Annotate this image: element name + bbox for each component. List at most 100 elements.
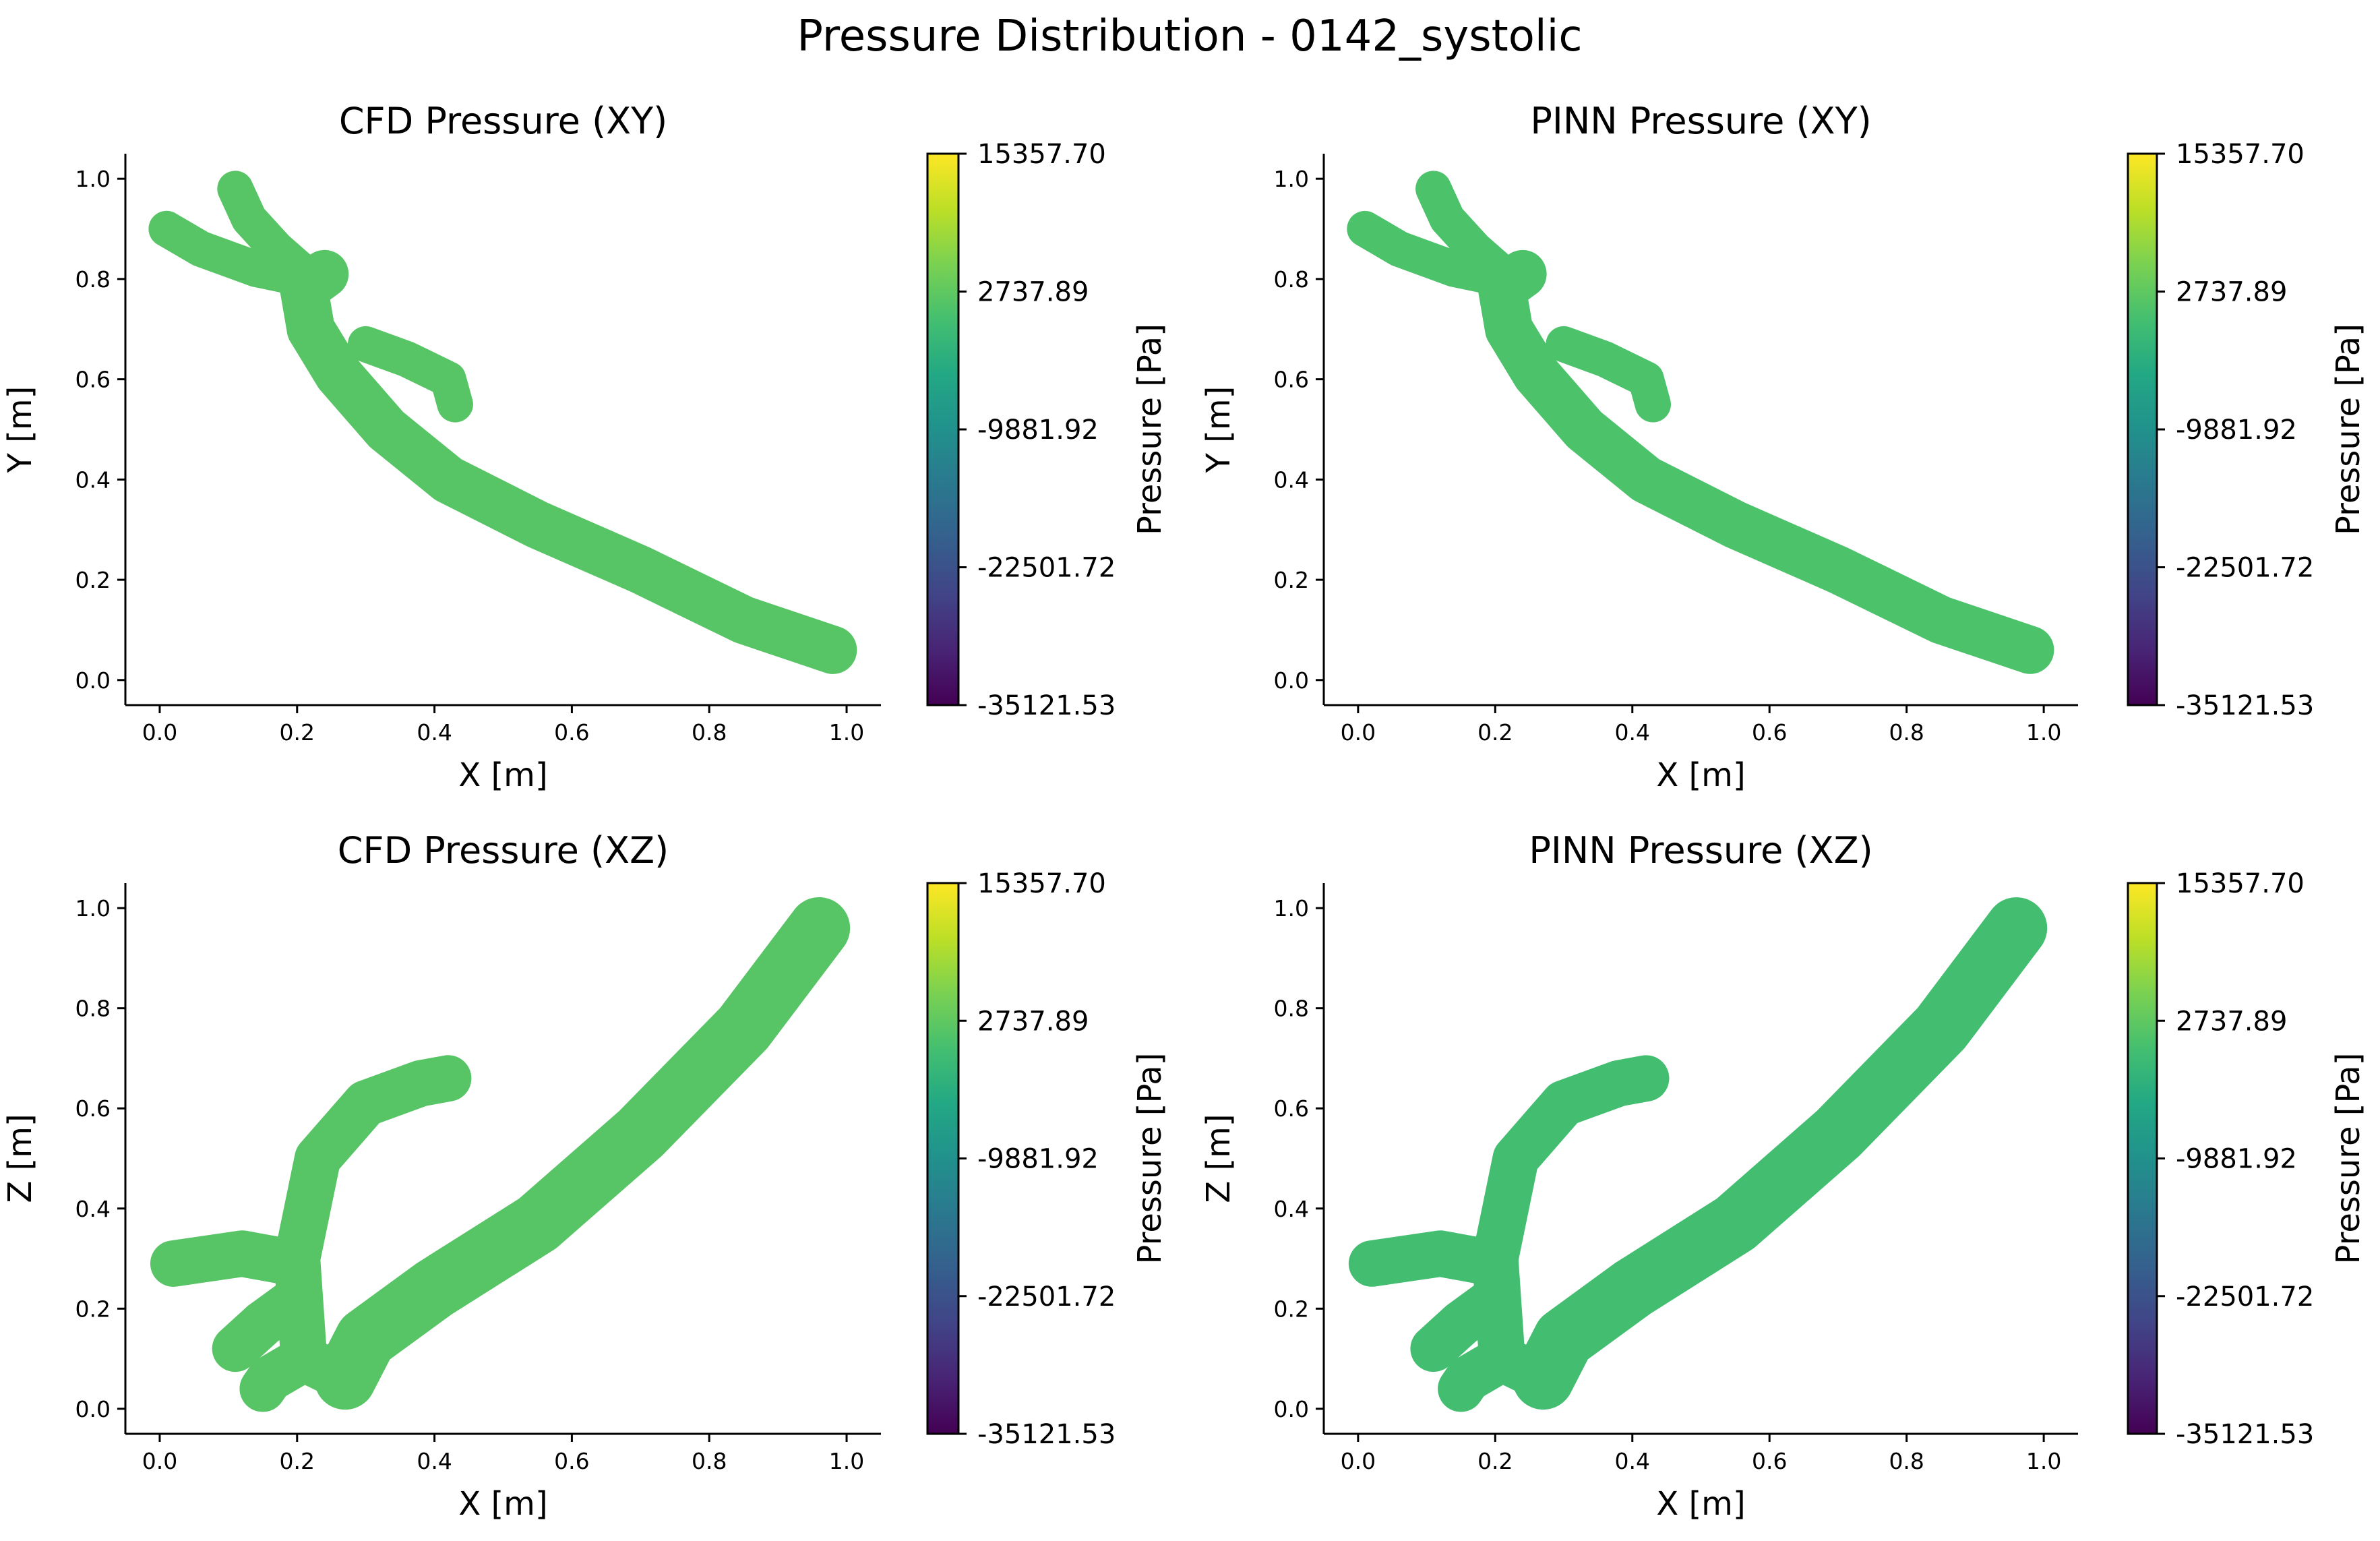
- x-tick-label: 1.0: [2026, 719, 2061, 746]
- colorbar-label: Pressure [Pa]: [2329, 324, 2367, 535]
- x-tick-label: 0.6: [554, 1448, 589, 1474]
- vessel-segment: [314, 897, 851, 1410]
- x-tick-label: 0.8: [1889, 1448, 1924, 1474]
- colorbar-tick-label: -9881.92: [2176, 415, 2297, 446]
- colorbar-tick-label: -9881.92: [2176, 1144, 2297, 1175]
- y-tick-label: 0.2: [75, 567, 111, 593]
- colorbar-tick-label: -22501.72: [977, 1281, 1116, 1312]
- x-tick-label: 0.2: [1477, 719, 1513, 746]
- colorbar: 15357.70 2737.89 -9881.92 -22501.72 -35121.5…: [926, 139, 1169, 721]
- panel-title: CFD Pressure (XZ): [338, 829, 669, 872]
- y-axis-label: Y [m]: [1, 386, 39, 474]
- x-tick-label: 0.6: [554, 719, 589, 746]
- vessel-segment: [1348, 1230, 1519, 1287]
- panel-1: CFD Pressure (XY) 0.0 0.2 0.4 0.6 0.8 1.0 0.0 0.…: [1, 100, 1169, 794]
- panel-4: PINN Pressure (XZ) 0.0 0.2 0.4 0.6 0.8 1.0 0.0 0…: [1200, 829, 2367, 1523]
- x-tick-label: 0.0: [142, 719, 177, 746]
- y-tick-label: 0.6: [1274, 367, 1309, 393]
- colorbar-label: Pressure [Pa]: [2329, 1053, 2367, 1265]
- x-tick-label: 0.6: [1752, 719, 1787, 746]
- y-axis-label: Y [m]: [1200, 386, 1238, 474]
- y-tick-label: 0.0: [1274, 667, 1309, 694]
- vessel-segment: [212, 1275, 321, 1372]
- colorbar-tick-label: -35121.53: [977, 1419, 1116, 1450]
- colorbar-tick-label: -22501.72: [2176, 553, 2314, 584]
- colorbar-tick-label: -22501.72: [977, 553, 1116, 584]
- x-tick-label: 0.6: [1752, 1448, 1787, 1474]
- colorbar: 15357.70 2737.89 -9881.92 -22501.72 -35121.5…: [926, 868, 1169, 1450]
- y-tick-label: 0.2: [1274, 567, 1309, 593]
- colorbar: 15357.70 2737.89 -9881.92 -22501.72 -35121.5…: [2127, 139, 2367, 721]
- y-tick-label: 0.4: [75, 1196, 111, 1222]
- x-tick-label: 0.4: [417, 719, 452, 746]
- y-tick-label: 0.0: [1274, 1396, 1309, 1422]
- x-tick-label: 0.8: [692, 719, 727, 746]
- x-tick-label: 0.4: [417, 1448, 452, 1474]
- x-axis-label: X [m]: [458, 1485, 547, 1523]
- y-tick-label: 1.0: [75, 166, 111, 192]
- y-tick-label: 0.4: [1274, 466, 1309, 493]
- colorbar-gradient: [2127, 882, 2158, 1435]
- colorbar-tick-label: 2737.89: [977, 277, 1089, 308]
- vessel-segment: [217, 171, 329, 297]
- x-tick-label: 0.2: [280, 1448, 315, 1474]
- colorbar-tick-label: 2737.89: [2176, 1006, 2287, 1037]
- vessel-segment: [1415, 171, 1527, 297]
- x-tick-label: 0.0: [1341, 719, 1376, 746]
- x-axis-label: X [m]: [458, 756, 547, 794]
- x-tick-label: 0.4: [1615, 1448, 1650, 1474]
- y-tick-label: 0.6: [75, 367, 111, 393]
- colorbar-tick-label: 2737.89: [977, 1006, 1089, 1037]
- y-tick-label: 0.8: [75, 996, 111, 1022]
- vessel-segment: [1438, 1335, 1525, 1412]
- panel-title: CFD Pressure (XY): [339, 100, 667, 142]
- y-tick-label: 0.2: [75, 1296, 111, 1322]
- vessel-segment: [347, 326, 473, 423]
- vessel-segment: [280, 249, 857, 674]
- colorbar-tick-label: -9881.92: [977, 415, 1099, 446]
- vessel-segment: [1477, 249, 2054, 674]
- colorbar-label: Pressure [Pa]: [1131, 324, 1169, 535]
- panel-3: CFD Pressure (XZ) 0.0 0.2 0.4 0.6 0.8 1.0 0.0 0.…: [1, 829, 1169, 1523]
- vessel-segment: [1410, 1275, 1519, 1372]
- colorbar-label: Pressure [Pa]: [1131, 1053, 1169, 1265]
- x-tick-label: 0.0: [1341, 1448, 1376, 1474]
- x-tick-label: 0.2: [280, 719, 315, 746]
- y-tick-label: 0.8: [75, 266, 111, 293]
- panel-2: PINN Pressure (XY) 0.0 0.2 0.4 0.6 0.8 1.0 0.0 0…: [1200, 100, 2367, 794]
- y-tick-label: 1.0: [1274, 895, 1309, 921]
- y-tick-label: 0.0: [75, 1396, 111, 1422]
- colorbar-tick-label: -35121.53: [2176, 1419, 2314, 1450]
- x-tick-label: 0.0: [142, 1448, 177, 1474]
- y-axis-label: Z [m]: [1200, 1114, 1238, 1203]
- y-tick-label: 0.8: [1274, 996, 1309, 1022]
- y-tick-label: 1.0: [75, 895, 111, 921]
- x-axis-label: X [m]: [1656, 1485, 1745, 1523]
- colorbar-gradient: [926, 152, 960, 706]
- y-tick-label: 0.8: [1274, 266, 1309, 293]
- y-tick-label: 0.6: [75, 1095, 111, 1122]
- vessel-segment: [150, 1230, 321, 1287]
- colorbar-tick-label: -35121.53: [2176, 690, 2314, 721]
- colorbar-gradient: [2127, 152, 2158, 706]
- colorbar-tick-label: -22501.72: [2176, 1281, 2314, 1312]
- x-axis-label: X [m]: [1656, 756, 1745, 794]
- colorbar-tick-label: 15357.70: [977, 139, 1106, 170]
- y-tick-label: 0.4: [1274, 1196, 1309, 1222]
- x-tick-label: 0.4: [1615, 719, 1650, 746]
- x-tick-label: 1.0: [829, 719, 864, 746]
- colorbar-tick-label: 2737.89: [2176, 277, 2287, 308]
- x-tick-label: 1.0: [2026, 1448, 2061, 1474]
- x-tick-label: 0.2: [1477, 1448, 1513, 1474]
- colorbar-gradient: [926, 882, 960, 1435]
- y-tick-label: 0.6: [1274, 1095, 1309, 1122]
- figure-title: Pressure Distribution - 0142_systolic: [797, 11, 1582, 61]
- x-tick-label: 1.0: [829, 1448, 864, 1474]
- colorbar-tick-label: 15357.70: [2176, 139, 2305, 170]
- colorbar-tick-label: -9881.92: [977, 1144, 1099, 1175]
- colorbar: 15357.70 2737.89 -9881.92 -22501.72 -35121.5…: [2127, 868, 2367, 1450]
- panel-title: PINN Pressure (XZ): [1529, 829, 1872, 872]
- vessel-segment: [1512, 897, 2048, 1410]
- y-tick-label: 0.2: [1274, 1296, 1309, 1322]
